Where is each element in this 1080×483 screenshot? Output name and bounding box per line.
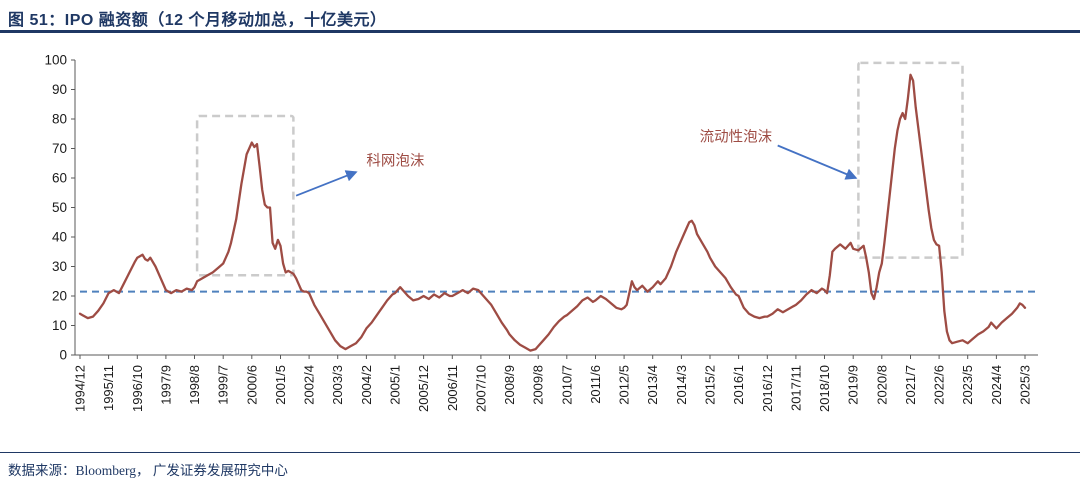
ipo-financing-line-chart: 0 10 20 30 40 50 60 70 80 90 100 1994/12 1995/11 1996…	[44, 53, 1038, 412]
x-tick-label: 2005/12	[416, 365, 431, 412]
x-tick-label: 2003/3	[330, 365, 345, 405]
x-axis: 1994/12 1995/11 1996/10 1997/9 1998/8 1999/7 2…	[73, 354, 1038, 412]
x-tick-label: 2020/8	[874, 365, 889, 405]
data-source-note: 数据来源：Bloomberg， 广发证券发展研究中心	[8, 463, 288, 478]
x-tick-label: 2004/2	[359, 365, 374, 405]
x-tick-label: 1994/12	[73, 365, 88, 412]
y-tick-label: 10	[52, 318, 67, 333]
x-tick-label: 2013/4	[645, 365, 660, 405]
x-tick-label: 2021/7	[903, 365, 918, 405]
x-tick-label: 2006/11	[445, 365, 460, 411]
figure-title: 图 51：IPO 融资额（12 个月移动加总，十亿美元）	[8, 12, 387, 29]
x-tick-label: 1997/9	[158, 365, 173, 405]
x-tick-label: 2010/7	[559, 365, 574, 405]
liquidity-bubble-box	[857, 61, 964, 259]
x-tick-label: 2009/8	[531, 365, 546, 405]
x-tick-label: 2014/3	[674, 365, 689, 405]
annotation-label: 流动性泡沫	[700, 129, 773, 146]
y-tick-label: 60	[52, 171, 67, 186]
x-tick-label: 1996/10	[130, 365, 145, 412]
x-tick-label: 2001/5	[273, 365, 288, 405]
y-tick-label: 90	[52, 82, 67, 97]
x-tick-label: 2018/10	[817, 365, 832, 412]
annotation-arrow	[777, 144, 858, 180]
x-tick-label: 2019/9	[846, 365, 861, 405]
title-divider	[0, 30, 1080, 33]
x-tick-label: 1999/7	[216, 365, 231, 405]
y-tick-label: 70	[52, 141, 67, 156]
x-tick-label: 2023/5	[960, 365, 975, 405]
bubble-highlight-boxes	[195, 61, 964, 277]
y-tick-label: 0	[59, 348, 67, 363]
x-tick-label: 2012/5	[617, 365, 632, 405]
y-tick-label: 20	[52, 289, 67, 304]
y-tick-label: 50	[52, 200, 67, 215]
annotations: 科网泡沫 流动性泡沫	[295, 129, 858, 197]
ipo-series-line	[78, 73, 1027, 352]
x-tick-label: 2017/11	[788, 365, 803, 411]
dotcom-bubble-box	[195, 114, 295, 277]
y-tick-label: 30	[52, 259, 67, 274]
x-tick-label: 2007/10	[473, 365, 488, 412]
y-tick-label: 80	[52, 112, 67, 127]
annotation-label: 科网泡沫	[366, 152, 424, 169]
footer-divider	[0, 452, 1080, 453]
x-tick-label: 2025/3	[1018, 365, 1033, 405]
x-tick-label: 2015/2	[703, 365, 718, 405]
x-tick-label: 1998/8	[187, 365, 202, 405]
x-tick-label: 2000/6	[244, 365, 259, 405]
x-tick-label: 2005/1	[388, 365, 403, 405]
x-tick-label: 2022/6	[932, 365, 947, 405]
x-tick-label: 2016/1	[731, 365, 746, 405]
x-tick-label: 2016/12	[760, 365, 775, 412]
y-tick-label: 40	[52, 230, 67, 245]
y-tick-label: 100	[44, 53, 67, 68]
x-tick-label: 2008/9	[502, 365, 517, 405]
y-axis: 0 10 20 30 40 50 60 70 80 90 100	[44, 53, 76, 363]
annotation-arrow	[295, 170, 358, 197]
x-tick-label: 2024/4	[989, 365, 1004, 405]
x-tick-label: 2002/4	[302, 365, 317, 405]
x-tick-label: 2011/6	[588, 365, 603, 404]
x-tick-label: 1995/11	[101, 365, 116, 411]
